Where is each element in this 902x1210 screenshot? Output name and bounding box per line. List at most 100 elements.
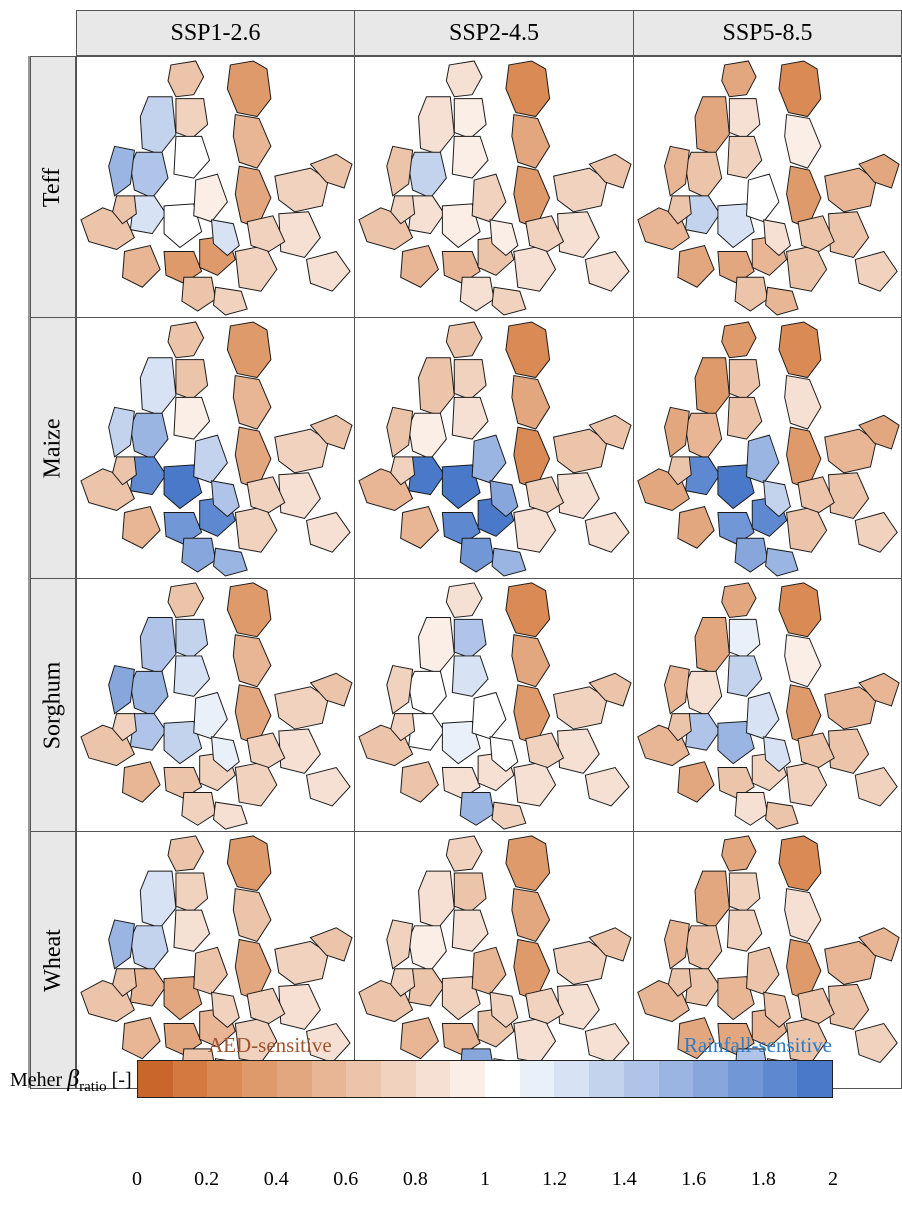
region-polygon [213, 801, 248, 830]
region-polygon [746, 691, 780, 740]
region-map [358, 321, 632, 577]
region-polygon [677, 244, 715, 288]
row-header-label: Wheat [39, 928, 66, 992]
region-polygon [139, 96, 177, 155]
region-polygon [390, 968, 416, 997]
region-polygon [664, 919, 690, 970]
region-map [637, 582, 900, 830]
region-polygon [234, 244, 278, 292]
region-polygon [763, 480, 791, 518]
region-polygon [129, 412, 169, 460]
region-polygon [386, 145, 414, 197]
region-polygon [193, 173, 228, 223]
region-polygon [684, 713, 721, 751]
rainfall-sensitive-label: Rainfall-sensitive [683, 1033, 832, 1057]
column-header-label: SSP5-8.5 [722, 19, 813, 46]
region-polygon [828, 983, 870, 1030]
region-polygon [451, 655, 489, 697]
region-polygon [408, 456, 445, 496]
region-polygon [553, 686, 608, 730]
region-polygon [129, 968, 167, 1007]
colorbar-swatch [485, 1061, 520, 1097]
region-polygon [386, 919, 414, 970]
region-polygon [167, 835, 205, 872]
region-polygon [226, 835, 272, 892]
region-polygon [786, 761, 828, 807]
region-polygon [226, 60, 272, 118]
region-polygon [778, 321, 822, 379]
region-polygon [108, 145, 135, 197]
region-polygon [667, 968, 692, 997]
region-polygon [778, 60, 822, 118]
region-polygon [734, 276, 769, 312]
colorbar-swatch [658, 1061, 694, 1097]
region-polygon [854, 766, 898, 807]
region-polygon [824, 428, 877, 474]
region-map [637, 835, 900, 1087]
map-cell [354, 831, 634, 1089]
region-polygon [684, 925, 723, 972]
region-polygon [210, 991, 240, 1029]
region-polygon [278, 728, 321, 774]
colorbar-label-subscript: ratio [79, 1079, 107, 1095]
region-polygon [763, 991, 791, 1029]
region-polygon [854, 1022, 898, 1064]
region-polygon [763, 219, 791, 257]
row-header-wheat: Wheat [30, 831, 76, 1089]
region-polygon [505, 321, 551, 379]
colorbar-swatch [589, 1061, 624, 1097]
region-polygon [459, 537, 495, 573]
map-cell [354, 578, 634, 832]
colorbar-axis-label: Meher βratio [-] [10, 1066, 132, 1096]
region-polygon [694, 357, 730, 416]
column-header-label: SSP2-4.5 [448, 19, 540, 46]
region-polygon [784, 634, 822, 688]
region-polygon [453, 618, 487, 659]
region-polygon [778, 835, 822, 892]
colorbar-tick-label: 0.4 [263, 1168, 289, 1190]
colorbar-swatch [623, 1061, 659, 1097]
region-polygon [491, 286, 527, 316]
region-polygon [173, 396, 211, 440]
region-polygon [108, 665, 135, 715]
region-polygon [584, 766, 630, 807]
region-polygon [213, 547, 248, 577]
region-polygon [717, 464, 755, 510]
colorbar-swatch [276, 1061, 312, 1097]
column-header-ssp5: SSP5-8.5 [633, 10, 902, 56]
region-polygon [664, 406, 690, 458]
region-polygon [173, 135, 211, 179]
region-polygon [278, 472, 321, 520]
region-polygon [684, 670, 723, 717]
row-header-label: Sorghum [39, 661, 66, 749]
region-polygon [784, 374, 822, 430]
region-polygon [588, 414, 632, 450]
region-polygon [226, 582, 272, 638]
region-polygon [408, 195, 445, 235]
region-polygon [441, 203, 481, 249]
colorbar-tick-label: 1.8 [750, 1168, 776, 1190]
region-polygon [234, 505, 278, 553]
region-polygon [667, 195, 692, 225]
region-polygon [309, 927, 353, 962]
colorbar-swatch [242, 1061, 277, 1097]
region-polygon [489, 736, 519, 772]
region-polygon [557, 472, 600, 520]
region-polygon [232, 888, 272, 943]
region-polygon [677, 761, 715, 803]
region-polygon [210, 219, 240, 257]
region-polygon [418, 357, 455, 416]
region-polygon [471, 691, 507, 740]
region-polygon [246, 732, 286, 769]
region-polygon [210, 480, 240, 518]
region-polygon [828, 211, 870, 259]
region-polygon [386, 406, 414, 458]
region-polygon [112, 713, 137, 742]
row-header-teff: Teff [30, 56, 76, 318]
region-polygon [491, 547, 527, 577]
region-polygon [717, 976, 755, 1021]
region-map [358, 835, 632, 1087]
region-polygon [400, 761, 439, 803]
colorbar-swatch [138, 1061, 173, 1097]
region-polygon [129, 151, 169, 199]
